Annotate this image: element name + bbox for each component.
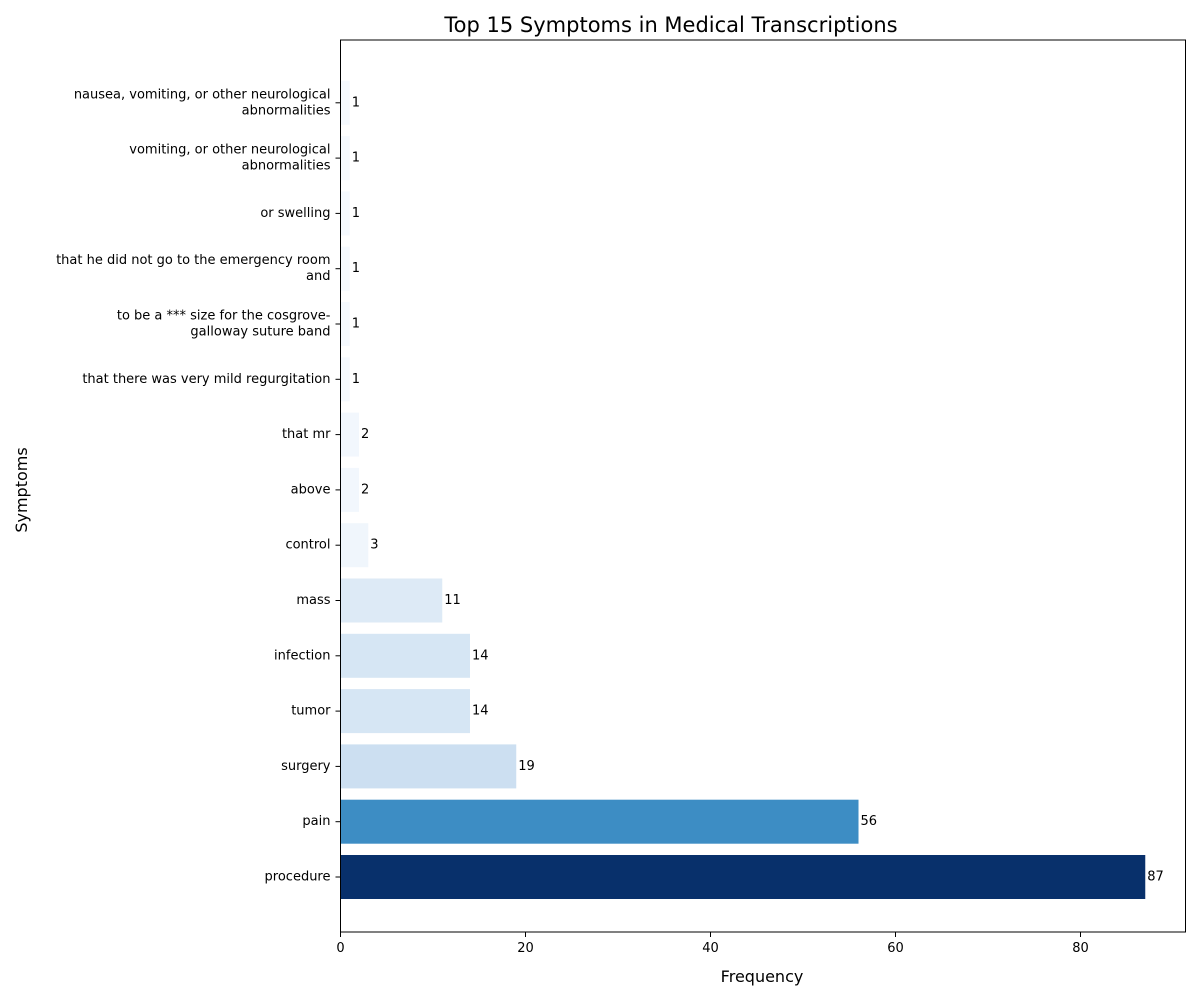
y-tick-label: control bbox=[285, 538, 330, 553]
bar-value-label: 2 bbox=[361, 427, 369, 442]
bar-value-label: 1 bbox=[352, 151, 360, 166]
x-tick-label: 60 bbox=[887, 941, 904, 956]
x-tick-label: 0 bbox=[336, 941, 344, 956]
bar-value-label: 19 bbox=[518, 759, 535, 774]
bar bbox=[340, 689, 471, 734]
bar-value-label: 1 bbox=[352, 317, 360, 332]
bar bbox=[340, 744, 517, 789]
x-tick-label: 20 bbox=[517, 941, 534, 956]
y-tick-label: or swelling bbox=[260, 206, 330, 221]
bar-value-label: 1 bbox=[352, 372, 360, 387]
bar bbox=[340, 357, 350, 402]
y-tick-label: vomiting, or other neurological abnormali… bbox=[129, 143, 330, 174]
x-tick-label: 40 bbox=[702, 941, 719, 956]
bar bbox=[340, 855, 1146, 899]
chart-title: Top 15 Symptoms in Medical Transcription… bbox=[443, 13, 897, 37]
bar-value-label: 14 bbox=[472, 704, 489, 719]
bar-value-label: 56 bbox=[861, 814, 878, 829]
y-tick-label: above bbox=[291, 482, 331, 497]
bar-value-label: 11 bbox=[444, 593, 461, 608]
bar bbox=[340, 523, 369, 568]
x-axis-label: Frequency bbox=[721, 967, 804, 986]
bar bbox=[340, 799, 859, 844]
y-axis-label: Symptoms bbox=[12, 447, 31, 532]
bar-value-label: 1 bbox=[352, 261, 360, 276]
y-tick-label: procedure bbox=[265, 870, 331, 885]
bar-value-label: 3 bbox=[370, 538, 378, 553]
y-tick-label: infection bbox=[274, 648, 330, 663]
y-tick-label: tumor bbox=[291, 704, 331, 719]
y-tick-label: that mr bbox=[282, 427, 331, 442]
bar bbox=[340, 578, 443, 623]
bar-value-label: 1 bbox=[352, 95, 360, 110]
bar bbox=[340, 246, 350, 291]
y-tick-label: that he did not go to the emergency room… bbox=[56, 253, 330, 284]
y-tick-label: to be a *** size for the cosgrove-gallow… bbox=[117, 309, 331, 340]
y-tick-label: pain bbox=[302, 814, 330, 829]
x-tick-label: 80 bbox=[1072, 941, 1089, 956]
bars-group bbox=[340, 80, 1146, 899]
plot-area-frame bbox=[340, 39, 1186, 933]
bar-value-label: 14 bbox=[472, 648, 489, 663]
bar bbox=[340, 633, 471, 678]
bar bbox=[340, 191, 350, 236]
bar bbox=[340, 302, 350, 346]
bar bbox=[340, 80, 350, 125]
y-tick-label: surgery bbox=[281, 759, 331, 774]
y-axis-ticks: procedure pain surgery tumor infection mass co… bbox=[56, 87, 341, 885]
bar-value-label: 1 bbox=[352, 206, 360, 221]
bar bbox=[340, 136, 350, 181]
y-tick-label: that there was very mild regurgitation bbox=[82, 372, 330, 387]
bar bbox=[340, 412, 360, 457]
x-axis-ticks: 0 20 40 60 80 bbox=[336, 932, 1089, 956]
bar bbox=[340, 467, 360, 512]
bar-value-label: 2 bbox=[361, 482, 369, 497]
bar-value-label: 87 bbox=[1147, 870, 1164, 885]
y-tick-label: nausea, vomiting, or other neurological a… bbox=[74, 87, 331, 118]
y-tick-label: mass bbox=[296, 593, 330, 608]
